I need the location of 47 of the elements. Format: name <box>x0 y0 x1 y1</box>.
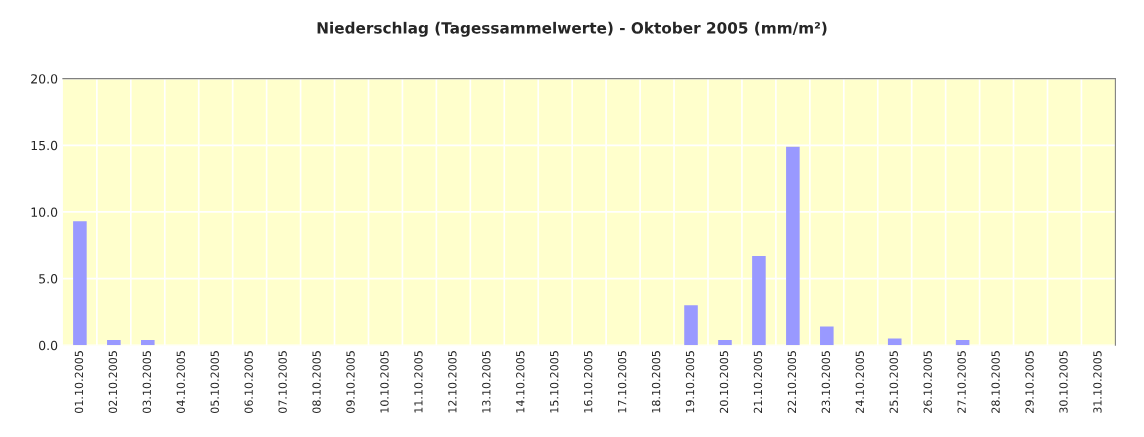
bar <box>820 326 834 346</box>
x-tick-label: 09.10.2005 <box>346 351 355 413</box>
x-tick-label: 25.10.2005 <box>889 351 898 413</box>
x-tick-label: 15.10.2005 <box>550 351 559 413</box>
x-tick-label: 12.10.2005 <box>448 351 457 413</box>
x-tick-label: 18.10.2005 <box>651 351 661 413</box>
x-tick-label: 04.10.2005 <box>176 351 185 413</box>
y-tick-label: 15.0 <box>31 140 58 151</box>
x-tick-label: 28.10.2005 <box>991 351 1000 413</box>
x-tick-label: 01.10.2005 <box>74 351 84 413</box>
x-tick-label: 31.10.2005 <box>1093 351 1102 413</box>
bar <box>107 339 121 346</box>
bar <box>752 255 766 346</box>
x-tick-label: 05.10.2005 <box>210 351 219 413</box>
x-tick-label: 30.10.2005 <box>1059 351 1068 413</box>
x-tick-label: 06.10.2005 <box>244 351 253 413</box>
x-tick-label: 10.10.2005 <box>380 351 389 413</box>
bar <box>887 338 902 346</box>
x-tick-label: 24.10.2005 <box>855 351 864 413</box>
chart-title: Niederschlag (Tagessammelwerte) - Oktober 2005 (mm/m²) <box>317 21 827 37</box>
x-tick-label: 26.10.2005 <box>923 351 932 413</box>
y-tick-label: 5.0 <box>39 274 58 284</box>
x-tick-label: 19.10.2005 <box>685 351 695 413</box>
bar <box>718 339 732 346</box>
x-tick-label: 27.10.2005 <box>957 351 966 413</box>
x-tick-label: 08.10.2005 <box>312 351 321 413</box>
x-tick-label: 23.10.2005 <box>821 351 831 413</box>
bar <box>786 146 800 346</box>
x-tick-label: 11.10.2005 <box>414 351 423 413</box>
x-tick-label: 02.10.2005 <box>108 351 118 413</box>
x-tick-label: 20.10.2005 <box>719 351 729 413</box>
x-tick-label: 14.10.2005 <box>516 351 525 413</box>
y-tick-label: 10.0 <box>31 207 58 217</box>
bar <box>955 339 970 346</box>
x-tick-label: 17.10.2005 <box>617 351 627 413</box>
y-tick-label: 0.0 <box>39 340 58 351</box>
x-tick-label: 03.10.2005 <box>142 351 152 413</box>
x-tick-label: 21.10.2005 <box>753 351 763 413</box>
bar <box>684 305 698 346</box>
x-tick-label: 29.10.2005 <box>1025 351 1034 413</box>
x-tick-label: 07.10.2005 <box>278 351 287 413</box>
x-tick-label: 22.10.2005 <box>787 351 797 413</box>
x-tick-label: 13.10.2005 <box>482 351 491 413</box>
bar <box>141 339 155 346</box>
x-tick-label: 16.10.2005 <box>583 351 593 413</box>
bar <box>73 221 87 346</box>
y-tick-label: 20.0 <box>31 74 58 84</box>
